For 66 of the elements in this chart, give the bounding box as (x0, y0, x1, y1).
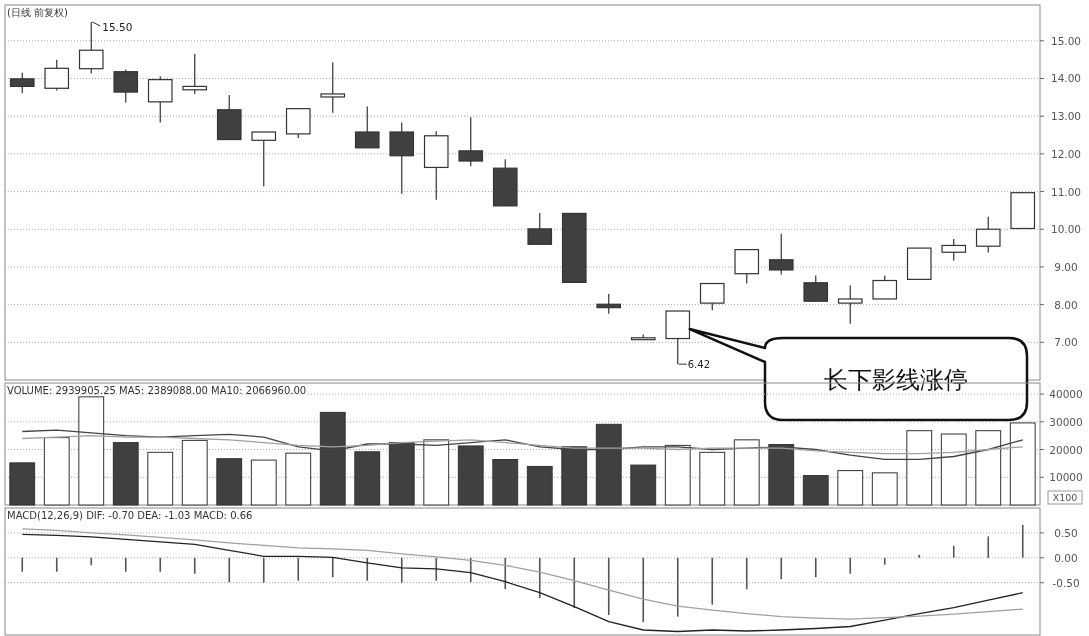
bar (940, 433, 967, 506)
y-tick-label: 0.00 (1054, 551, 1078, 564)
y-tick-label: 20000 (1049, 443, 1083, 456)
y-tick-label: 9.00 (1054, 260, 1078, 273)
chart-title: VOLUME: 2939905.25 MA5: 2389088.00 MA10: 2066960.00 (7, 385, 307, 396)
candlestick (251, 131, 277, 187)
bar (630, 464, 657, 506)
y-tick-label: 30000 (1049, 415, 1083, 428)
bar (664, 444, 691, 506)
candlestick (941, 238, 967, 262)
candlestick (78, 21, 104, 75)
bar (492, 459, 519, 506)
bar (526, 465, 553, 506)
chart-title: (日线 前复权) (7, 7, 69, 18)
y-tick-label: 14.00 (1050, 72, 1082, 85)
candlestick (354, 105, 380, 149)
y-tick-label: 11.00 (1050, 185, 1082, 198)
candlestick (527, 212, 553, 245)
bar (78, 396, 105, 506)
line-series (21, 533, 1024, 633)
bar (733, 439, 760, 506)
bar (1009, 422, 1036, 506)
bar (285, 452, 312, 506)
candlestick (389, 121, 415, 195)
bar (43, 437, 70, 506)
bar (975, 430, 1002, 506)
y-axis-title: X100 (1052, 492, 1078, 503)
annotation: 长下影线涨停 (824, 366, 968, 394)
candlestick (837, 284, 863, 325)
y-tick-label: 8.00 (1054, 298, 1078, 311)
candlestick (872, 275, 898, 300)
candlestick (44, 59, 70, 92)
bar (250, 459, 277, 506)
bar (906, 430, 933, 506)
bar (112, 442, 139, 506)
y-tick-label: 0.50 (1054, 526, 1078, 539)
y-tick-label: 10.00 (1050, 223, 1082, 236)
y-tick-label: 12.00 (1050, 147, 1082, 160)
candlestick (320, 61, 346, 114)
bar (147, 451, 174, 506)
bar (871, 472, 898, 506)
annotation: 6.42 (687, 359, 711, 371)
y-tick-label: 15.00 (1050, 34, 1082, 47)
y-tick-label: 10000 (1049, 471, 1083, 484)
candlestick (9, 72, 35, 94)
candlestick (113, 68, 139, 104)
annotation: 15.50 (102, 20, 133, 33)
bar (9, 462, 36, 506)
bar (802, 475, 829, 506)
y-tick-label: 13.00 (1050, 110, 1082, 123)
bar (216, 458, 243, 506)
candlestick (147, 75, 173, 124)
bar (423, 439, 450, 506)
chart-title: MACD(12,26,9) DIF: -0.70 DEA: -1.03 MACD: 0.66 (7, 510, 253, 521)
candlestick (975, 216, 1001, 254)
bar (354, 451, 381, 506)
candlestick (699, 282, 725, 311)
bar (837, 470, 864, 506)
candlestick (803, 275, 829, 302)
bar (699, 451, 726, 506)
bar (181, 439, 208, 506)
candlestick (768, 233, 794, 276)
candlestick (458, 116, 484, 167)
y-tick-label: 40000 (1049, 388, 1083, 401)
y-tick-label: -0.50 (1052, 576, 1080, 589)
y-tick-label: 7.00 (1054, 336, 1078, 349)
